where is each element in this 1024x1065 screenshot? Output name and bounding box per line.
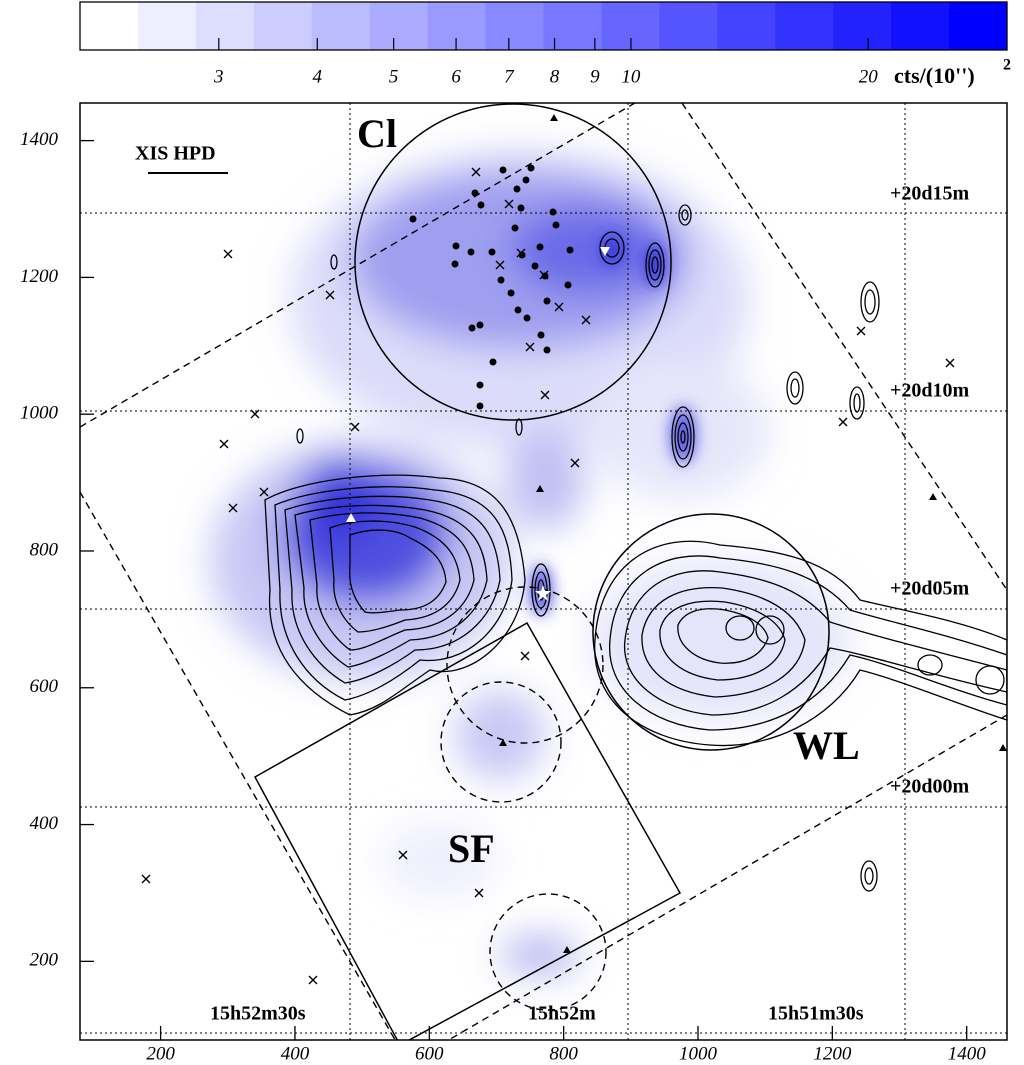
galaxy-dot	[544, 298, 551, 305]
colorbar-step	[254, 2, 312, 50]
y-tick-label: 800	[30, 539, 59, 560]
colorbar-tick-label: 10	[621, 66, 641, 87]
galaxy-dot	[515, 307, 522, 314]
galaxy-dot	[567, 247, 574, 254]
galaxy-dot	[512, 225, 519, 232]
x-tick-label: 1000	[679, 1043, 718, 1064]
x-tick-label: 400	[281, 1043, 310, 1064]
colorbar-step	[486, 2, 544, 50]
galaxy-dot	[565, 282, 572, 289]
colorbar-step	[312, 2, 370, 50]
galaxy-dot	[453, 243, 460, 250]
y-tick-label: 1200	[20, 266, 59, 287]
galaxy-dot	[523, 177, 530, 184]
cross	[351, 423, 359, 431]
colorbar: 3 4 5 6 7 8 9 10 20 cts/(10'') 2	[80, 2, 1011, 88]
x-tick-label: 1200	[813, 1043, 852, 1064]
colorbar-step	[80, 2, 138, 50]
galaxy-dot	[489, 249, 496, 256]
colorbar-step	[833, 2, 891, 50]
triangle	[929, 493, 937, 500]
galaxy-dot	[452, 261, 459, 268]
annotation: XIS HPD	[135, 143, 216, 165]
galaxy-dot	[472, 190, 479, 197]
annotation: +20d15m	[890, 183, 970, 205]
colorbar-step	[717, 2, 775, 50]
cross	[857, 327, 865, 335]
y-tick-label: 1000	[20, 403, 59, 424]
galaxy-dot	[544, 347, 551, 354]
x-tick-label: 200	[146, 1043, 175, 1064]
galaxy-dot	[498, 277, 505, 284]
triangle	[999, 744, 1007, 751]
galaxy-dot	[537, 244, 544, 251]
cross	[946, 359, 954, 367]
colorbar-step	[659, 2, 717, 50]
colorbar-tick-label: 8	[550, 66, 560, 87]
colorbar-label-power: 2	[1003, 57, 1011, 74]
annotation: Cl	[357, 111, 397, 156]
triangle	[550, 114, 558, 121]
cross	[142, 875, 150, 883]
galaxy-dot	[478, 202, 485, 209]
y-tick-label: 1400	[20, 129, 59, 150]
galaxy-dot	[528, 165, 535, 172]
colorbar-step	[428, 2, 486, 50]
colorbar-step	[891, 2, 949, 50]
galaxy-dot	[468, 249, 475, 256]
annotation: 15h51m30s	[768, 1003, 864, 1025]
galaxy-dot	[518, 205, 525, 212]
galaxy-dot	[508, 290, 515, 297]
galaxy-dot	[477, 322, 484, 329]
cross	[839, 418, 847, 426]
colorbar-step	[196, 2, 254, 50]
galaxy-dot	[477, 382, 484, 389]
galaxy-dot	[490, 359, 497, 366]
annotation: +20d05m	[890, 578, 970, 600]
galaxy-dot	[550, 209, 557, 216]
chart: 3 4 5 6 7 8 9 10 20 cts/(10'') 2	[0, 0, 1024, 1065]
annotation: SF	[448, 826, 495, 871]
x-tick-label: 1400	[948, 1043, 987, 1064]
y-tick-label: 200	[30, 950, 59, 971]
galaxy-dot	[469, 325, 476, 332]
cross	[220, 440, 228, 448]
galaxy-dot	[477, 403, 484, 410]
map	[80, 100, 1007, 1045]
annotation: WL	[793, 723, 860, 768]
colorbar-step	[949, 2, 1007, 50]
annotation: +20d10m	[890, 380, 970, 402]
cross	[224, 250, 232, 258]
galaxy-dot	[524, 315, 531, 322]
colorbar-tick-label: 7	[504, 66, 515, 87]
colorbar-tick-label: 20	[859, 66, 879, 87]
cross	[521, 652, 529, 660]
galaxy-dot	[532, 263, 539, 270]
colorbar-tick-label: 9	[590, 66, 600, 87]
annotation: 15h52m	[528, 1003, 596, 1025]
colorbar-tick-label: 4	[313, 66, 323, 87]
y-tick-label: 400	[30, 813, 59, 834]
colorbar-step	[138, 2, 196, 50]
colorbar-label: cts/(10'')	[894, 63, 975, 88]
cross	[309, 976, 317, 984]
annotation: +20d00m	[890, 776, 970, 798]
y-tick-label: 600	[30, 676, 59, 697]
x-tick-label: 600	[415, 1043, 444, 1064]
colorbar-tick-label: 5	[389, 66, 399, 87]
galaxy-dot	[514, 186, 521, 193]
galaxy-dot	[410, 216, 417, 223]
colorbar-step	[544, 2, 602, 50]
colorbar-step	[370, 2, 428, 50]
galaxy-dot	[538, 332, 545, 339]
colorbar-tick-label: 6	[451, 66, 461, 87]
colorbar-tick-label: 3	[213, 66, 224, 87]
annotation: 15h52m30s	[210, 1003, 306, 1025]
colorbar-step	[775, 2, 833, 50]
galaxy-dot	[553, 222, 560, 229]
galaxy-dot	[500, 167, 507, 174]
x-tick-label: 800	[549, 1043, 578, 1064]
